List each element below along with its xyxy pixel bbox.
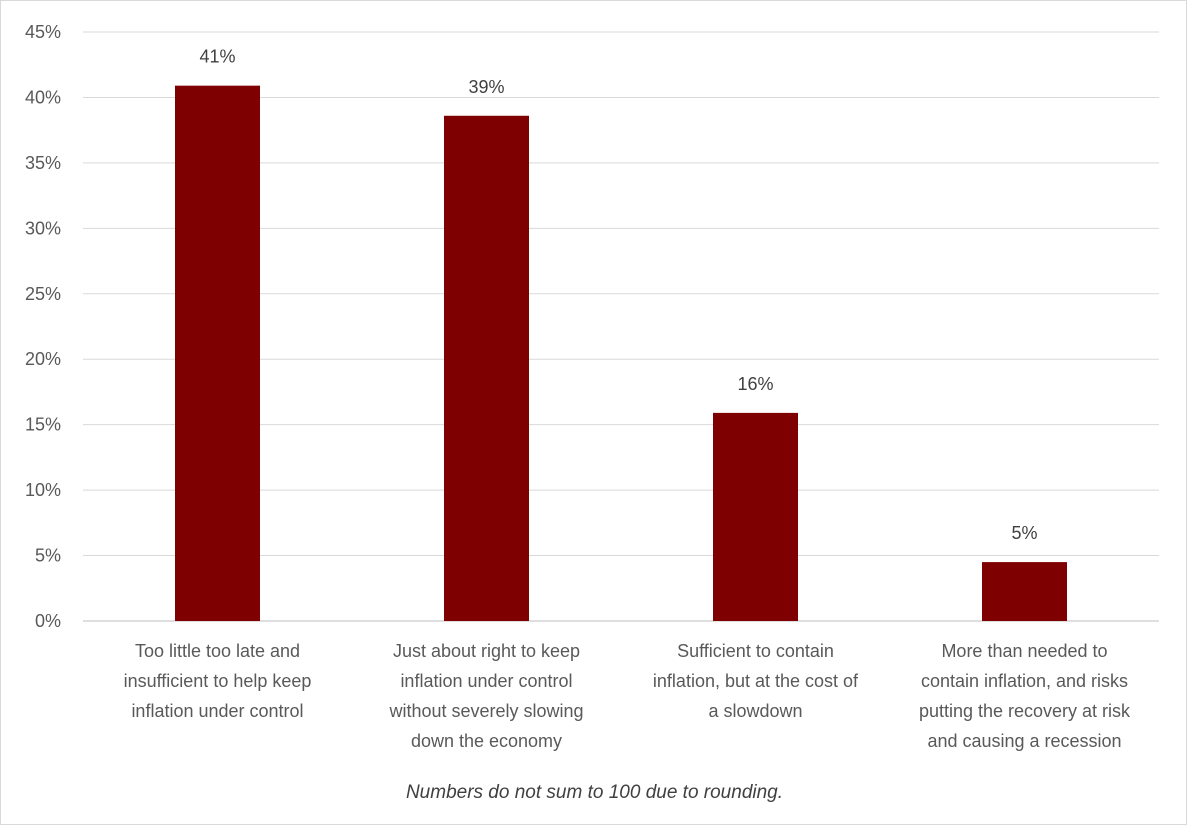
bar [713, 412, 798, 621]
category-label-line: a slowdown [708, 701, 802, 721]
y-tick-label: 20% [25, 349, 61, 369]
y-tick-label: 0% [35, 611, 61, 631]
bar [982, 562, 1067, 621]
bar [444, 115, 529, 621]
y-tick-label: 35% [25, 153, 61, 173]
category-label-line: contain inflation, and risks [921, 671, 1128, 691]
category-label: Too little too late and insufficient to h… [124, 641, 312, 721]
category-label: Sufficient to contain inflation, but at t… [653, 641, 859, 721]
bar [175, 85, 260, 622]
category-label-line: and causing a recession [927, 731, 1121, 751]
data-label: 41% [199, 47, 235, 67]
data-label: 39% [468, 77, 504, 97]
category-label-line: Sufficient to contain [677, 641, 834, 661]
chart-footnote: Numbers do not sum to 100 due to roundin… [405, 782, 784, 803]
y-tick-label: 10% [25, 480, 61, 500]
y-tick-label: 40% [25, 87, 61, 107]
category-label-line: down the economy [411, 731, 562, 751]
category-label-line: Just about right to keep [393, 641, 580, 661]
category-label-line: More than needed to [941, 641, 1107, 661]
y-tick-label: 5% [35, 546, 61, 566]
category-label-line: without severely slowing [388, 701, 583, 721]
category-label-line: Too little too late and [135, 641, 300, 661]
category-label-line: putting the recovery at risk [919, 701, 1131, 721]
category-label: More than needed to contain inflation, an… [919, 641, 1131, 751]
category-label-line: inflation under control [400, 671, 572, 691]
category-label: Just about right to keep inflation under … [388, 641, 583, 751]
y-tick-label: 15% [25, 415, 61, 435]
y-tick-label: 30% [25, 218, 61, 238]
y-tick-label: 45% [25, 22, 61, 42]
bar-chart: 0% 5% 10% 15% 20% 25% 30% 35% 40% 45% 41% Too littl… [25, 22, 1159, 751]
data-label: 5% [1011, 523, 1037, 543]
category-label-line: inflation under control [131, 701, 303, 721]
y-tick-label: 25% [25, 284, 61, 304]
category-label-line: inflation, but at the cost of [653, 671, 859, 691]
category-label-line: insufficient to help keep [124, 671, 312, 691]
data-label: 16% [737, 374, 773, 394]
